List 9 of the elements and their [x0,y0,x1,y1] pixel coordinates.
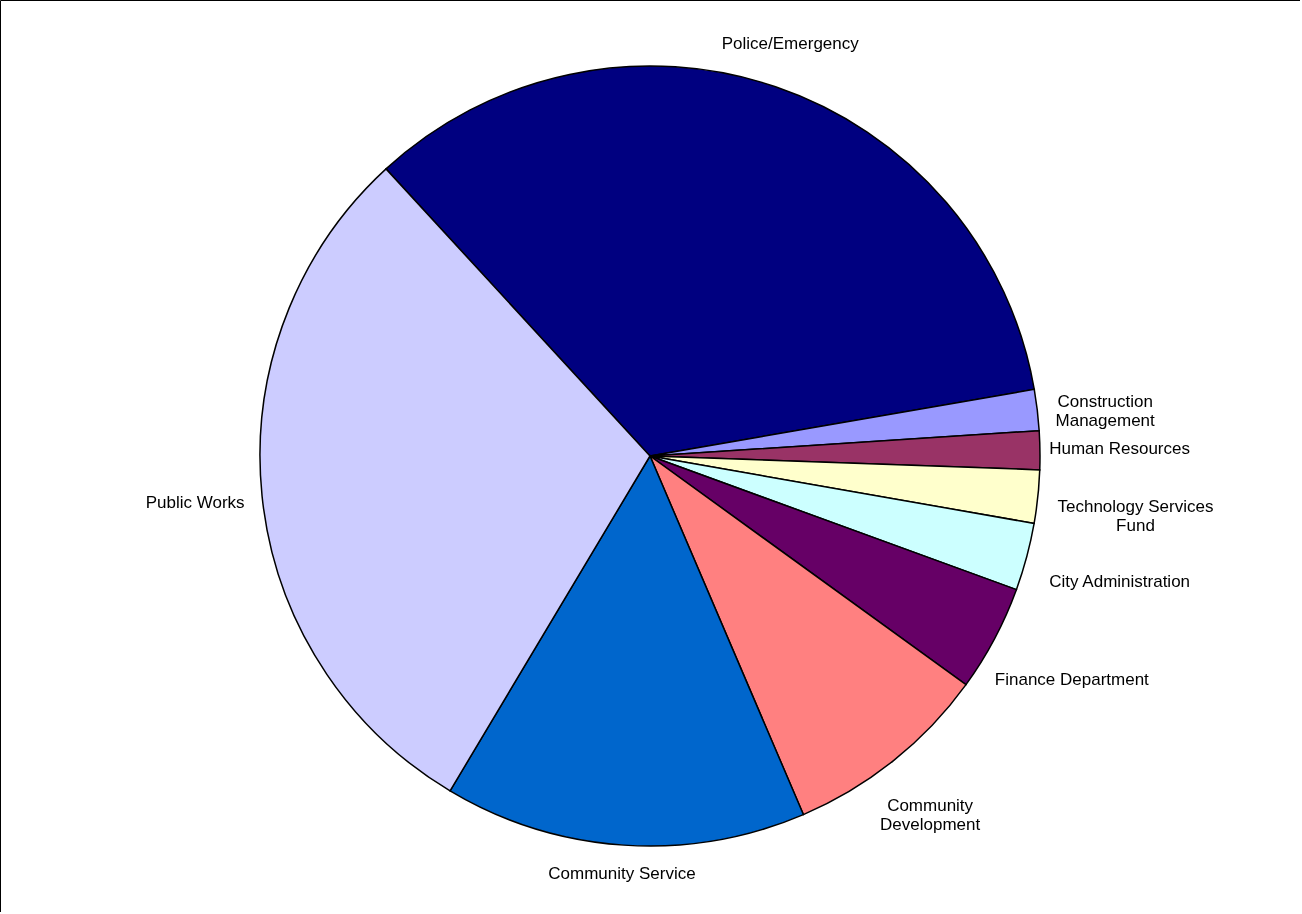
slice-label: Finance Department [994,669,1150,689]
slice-label: Community Service [548,863,696,883]
slice-label: Construction Management [1055,391,1156,430]
slice-label: Police/Emergency [721,33,860,53]
slice-label: Community Development [880,796,981,835]
slice-label: City Administration [1049,571,1191,591]
slice-label: Public Works [145,492,245,512]
slice-label: Technology Services Fund [1057,497,1214,536]
slice-label: Human Resources [1049,439,1190,459]
